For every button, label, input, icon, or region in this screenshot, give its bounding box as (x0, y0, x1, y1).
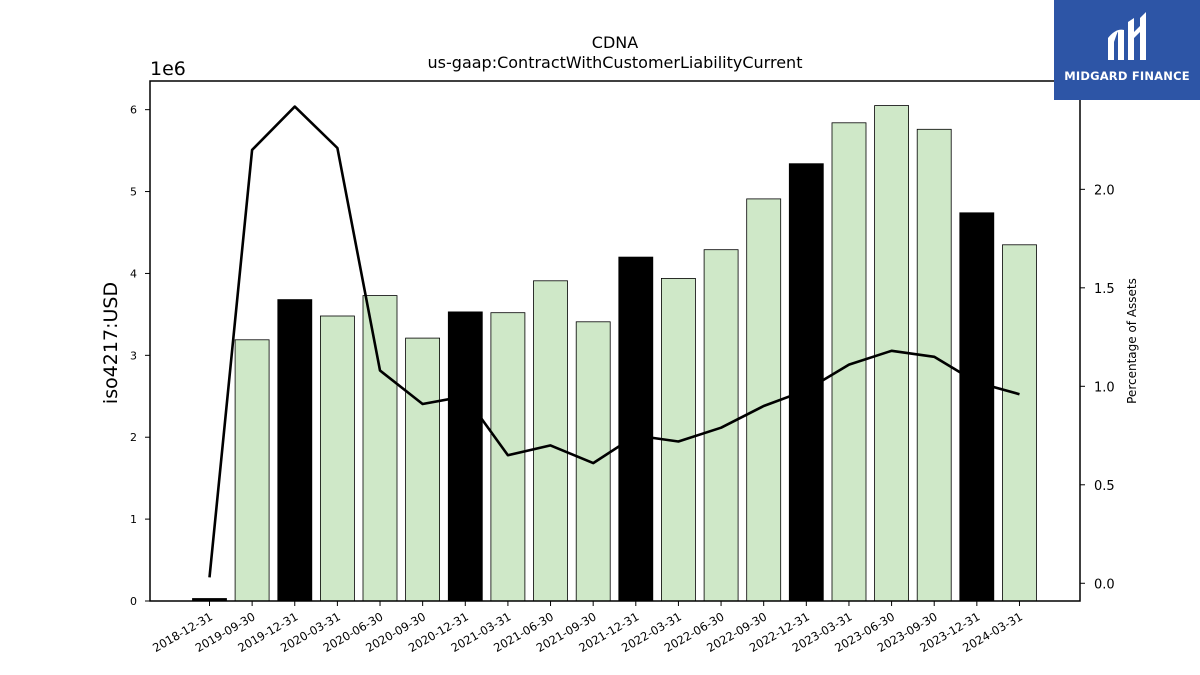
logo-text: MIDGARD FINANCE (1064, 69, 1190, 83)
bar-2023-12-31 (959, 212, 995, 602)
bar-2023-09-30 (916, 128, 952, 602)
bars-layer (192, 105, 1037, 602)
y-tick-label: 6 (130, 104, 137, 117)
y2-tick-label: 0.0 (1094, 577, 1115, 592)
bar-2021-09-30 (575, 321, 611, 602)
bar-2020-09-30 (405, 337, 441, 602)
y2-axis-label: Percentage of Assets (1125, 278, 1139, 404)
y2-tick-label: 0.5 (1094, 479, 1115, 494)
series-line-percentage (208, 105, 1020, 578)
y-axis-label: iso4217:USD (100, 282, 122, 404)
y-tick-label: 3 (130, 349, 137, 362)
company-logo: MIDGARD FINANCE (1054, 0, 1200, 100)
bar-2022-09-30 (746, 198, 782, 602)
bar-2022-06-30 (703, 249, 739, 602)
bar-2024-03-31 (1002, 244, 1037, 602)
bar-2020-03-31 (319, 315, 355, 602)
midgard-logo-icon (1108, 12, 1146, 60)
y-offset-label: 1e6 (150, 58, 186, 80)
y-tick-label: 5 (130, 186, 137, 199)
chart-subtitle: us-gaap:ContractWithCustomerLiabilityCur… (428, 53, 803, 72)
bar-2020-06-30 (362, 295, 398, 602)
plot-frame (149, 80, 1081, 602)
y2-tick-label: 2.0 (1094, 183, 1115, 198)
y-tick-label: 0 (130, 595, 137, 608)
chart-title: CDNA (592, 33, 638, 52)
bar-2020-12-31 (447, 311, 483, 602)
bar-2021-06-30 (533, 280, 568, 602)
bar-2021-03-31 (490, 312, 526, 602)
y-tick-label: 4 (130, 267, 137, 280)
y-tick-label: 1 (130, 513, 137, 526)
y2-tick-label: 1.0 (1094, 380, 1115, 395)
line-layer (208, 105, 1020, 578)
bar-2019-09-30 (234, 339, 270, 602)
bar-2021-12-31 (618, 256, 654, 602)
bar-2019-12-31 (277, 299, 313, 602)
y2-tick-label: 1.5 (1094, 282, 1115, 297)
y-tick-label: 2 (130, 431, 137, 444)
